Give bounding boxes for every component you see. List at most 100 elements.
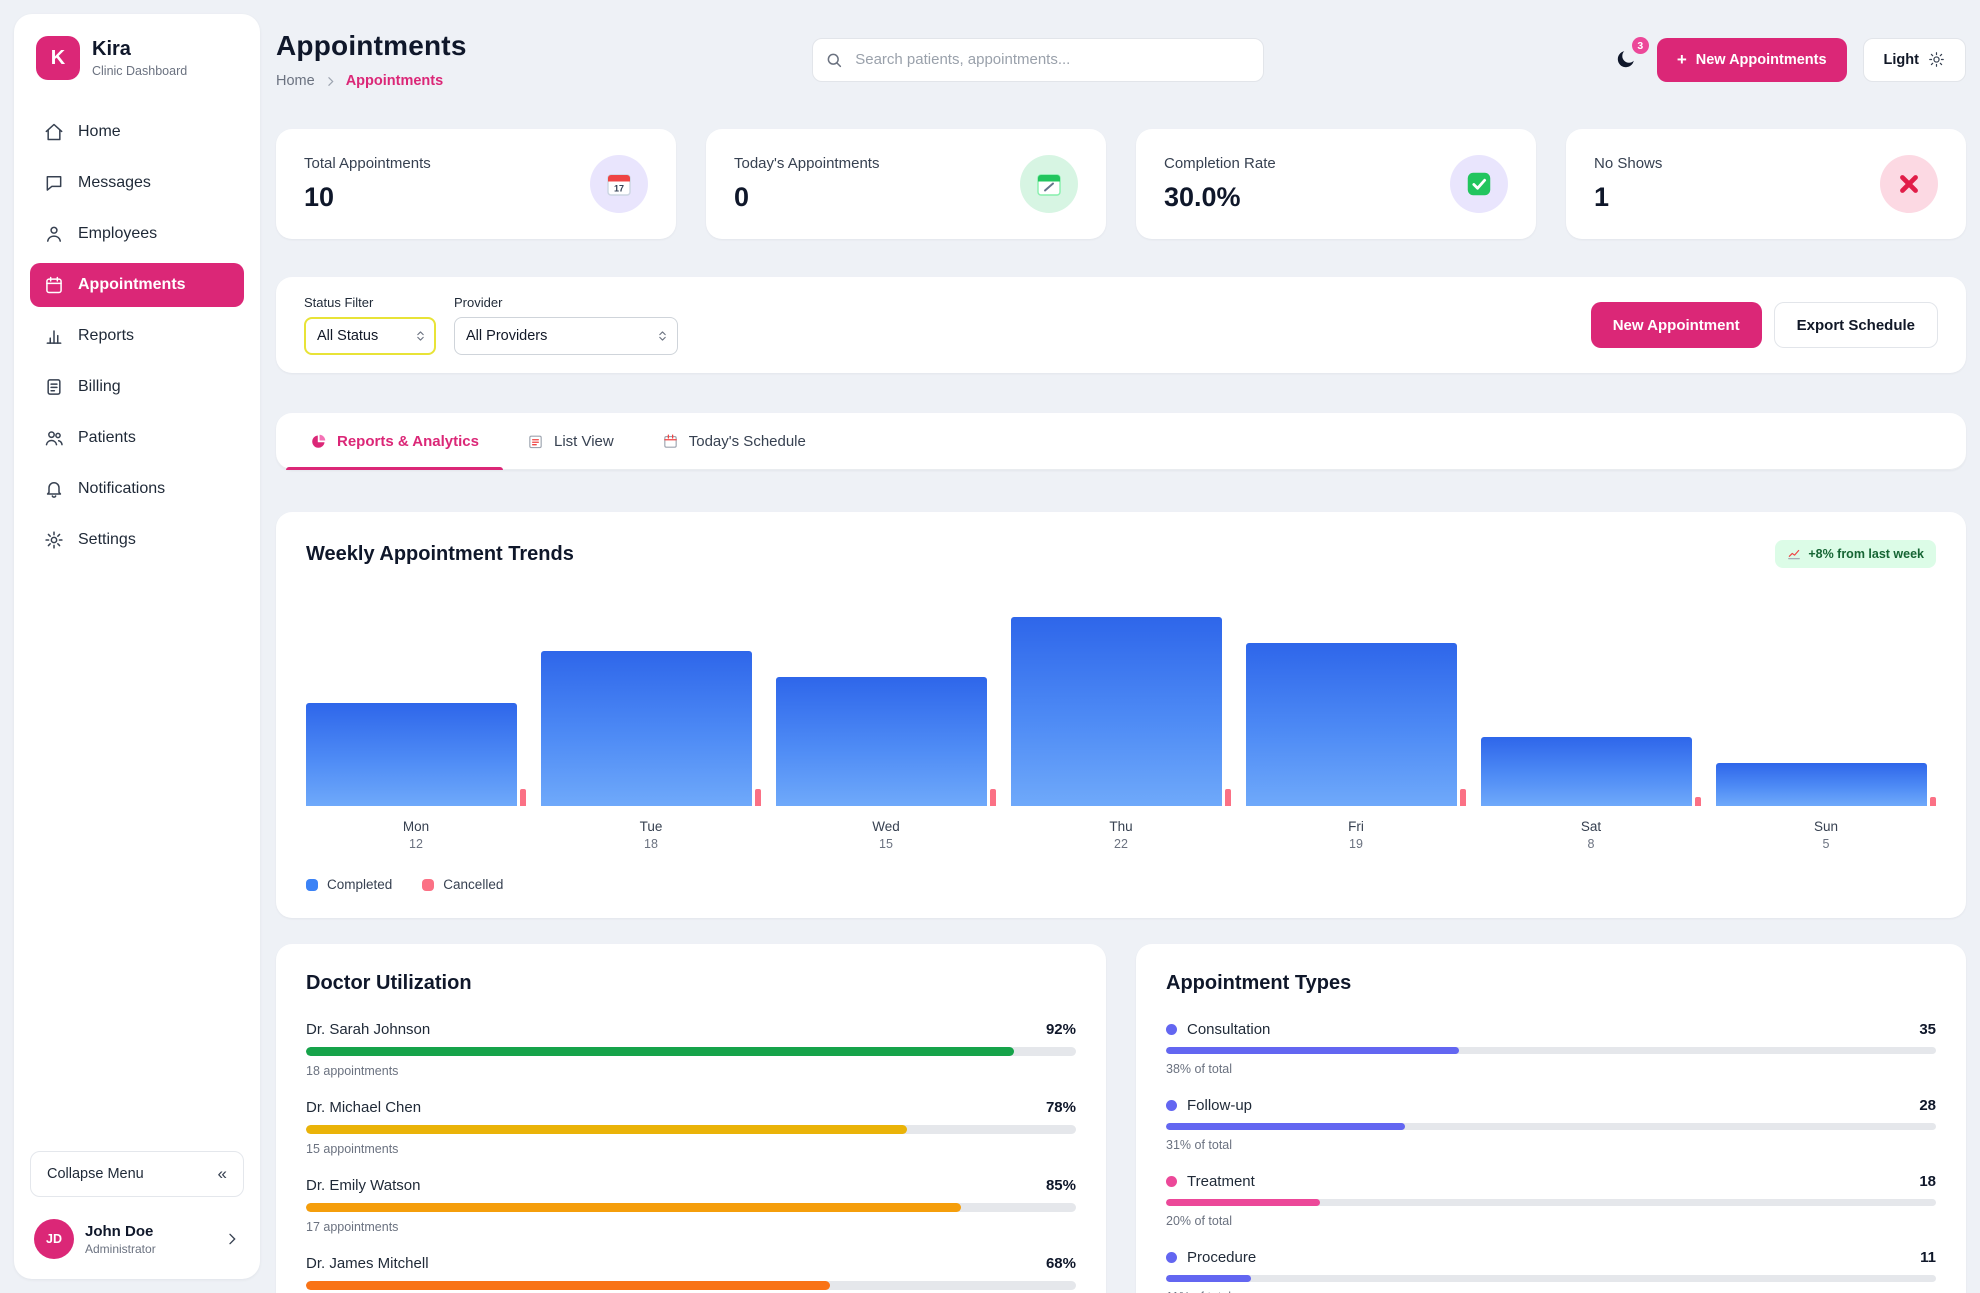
type-row: Treatment 18 20% of total [1166, 1173, 1936, 1228]
bar-completed [776, 677, 987, 806]
brand-subtitle: Clinic Dashboard [92, 64, 188, 78]
sidebar-item-label: Billing [78, 378, 121, 395]
provider-filter-select[interactable]: All Providers [454, 317, 678, 355]
tab-label: List View [553, 433, 614, 450]
stat-label: Total Appointments [304, 155, 431, 172]
tab-list-view[interactable]: List View [503, 413, 638, 470]
stat-card-total-appointments: Total Appointments 10 17 [276, 129, 676, 239]
progress-fill [1166, 1047, 1459, 1054]
chevron-right-icon [224, 1231, 240, 1247]
sidebar-item-employees[interactable]: Employees [30, 212, 244, 256]
user-role: Administrator [85, 1241, 156, 1256]
user-menu[interactable]: JD John Doe Administrator [30, 1219, 244, 1259]
sidebar-item-reports[interactable]: Reports [30, 314, 244, 358]
breadcrumb-current: Appointments [345, 73, 444, 89]
progress-fill [1166, 1199, 1320, 1206]
new-appointment-button[interactable]: New Appointment [1590, 302, 1762, 348]
stat-label: No Shows [1594, 155, 1663, 172]
chevron-right-icon [324, 75, 337, 88]
brand-name: Kira [92, 38, 131, 60]
sidebar-item-label: Home [78, 123, 121, 140]
bar-completed [306, 703, 517, 806]
calendar-page-icon [662, 433, 679, 450]
sidebar-item-messages[interactable]: Messages [30, 161, 244, 205]
pie-chart-icon [310, 433, 327, 450]
weekly-trends-card: Weekly Appointment Trends +8% from last … [276, 512, 1966, 918]
x-tick: Fri 19 [1348, 819, 1364, 851]
x-tick: Mon 12 [402, 819, 430, 851]
sidebar-item-home[interactable]: Home [30, 110, 244, 154]
progress-track [1166, 1123, 1936, 1130]
tab-reports-analytics[interactable]: Reports & Analytics [286, 413, 503, 470]
progress-track [1166, 1199, 1936, 1206]
bar-group-sat [1481, 614, 1701, 806]
new-appointments-button[interactable]: + New Appointments [1656, 37, 1847, 82]
chart-legend: Completed Cancelled [306, 877, 1936, 892]
stat-card-todays-appointments: Today's Appointments 0 [706, 129, 1106, 239]
bar-cancelled [520, 789, 526, 806]
tab-label: Today's Schedule [688, 433, 806, 450]
stat-value: 30.0% [1164, 182, 1241, 212]
bar-completed [1716, 763, 1927, 806]
bar-chart [306, 614, 1936, 806]
status-filter-select[interactable]: All Status [304, 317, 436, 355]
progress-fill [306, 1281, 830, 1290]
list-icon [527, 433, 544, 450]
bar-cancelled [1695, 797, 1701, 806]
bar-group-mon [306, 614, 526, 806]
status-filter-group: Status Filter All Status [304, 295, 436, 355]
stat-value: 10 [304, 182, 335, 212]
x-tick: Wed 15 [872, 819, 900, 851]
new-appointments-label: New Appointments [1695, 51, 1827, 68]
dark-mode-toggle[interactable]: 3 [1610, 37, 1649, 75]
doctor-row: Dr. Sarah Johnson 92% 18 appointments [306, 1021, 1076, 1078]
type-row: Follow-up 28 31% of total [1166, 1097, 1936, 1152]
type-dot [1166, 1252, 1177, 1263]
sidebar-item-billing[interactable]: Billing [30, 365, 244, 409]
breadcrumb-home[interactable]: Home [276, 73, 315, 89]
stat-card-no-shows: No Shows 1 [1566, 129, 1966, 239]
search-input[interactable] [812, 37, 1265, 82]
sidebar-item-settings[interactable]: Settings [30, 518, 244, 562]
bottom-panels: Doctor Utilization Dr. Sarah Johnson 92% … [276, 944, 1966, 1293]
page-header: Appointments Home Appointments 3 + [276, 30, 1966, 89]
bar-completed [1481, 737, 1692, 806]
sidebar-item-notifications[interactable]: Notifications [30, 467, 244, 511]
search-bar [812, 37, 1265, 82]
sidebar-bottom: Collapse Menu « JD John Doe Administrato… [30, 1151, 244, 1259]
gear-icon [44, 530, 64, 550]
filter-bar: Status Filter All Status Provider All Pr… [276, 277, 1966, 373]
bar-cancelled [990, 789, 996, 806]
x-axis: Mon 12 Tue 18 Wed 15 Thu 22 Fri 19 Sat 8 Sun 5 [306, 819, 1936, 851]
export-schedule-button[interactable]: Export Schedule [1773, 302, 1938, 348]
tab-todays-schedule[interactable]: Today's Schedule [638, 413, 830, 470]
sidebar-item-label: Reports [78, 327, 135, 344]
filter-actions: New Appointment Export Schedule [1590, 302, 1938, 348]
page-title: Appointments [276, 30, 467, 61]
progress-fill [1166, 1275, 1251, 1282]
sidebar-item-patients[interactable]: Patients [30, 416, 244, 460]
sidebar-item-label: Appointments [78, 276, 186, 293]
chat-icon [44, 173, 64, 193]
theme-toggle-button[interactable]: Light [1862, 37, 1966, 82]
search-icon [825, 51, 843, 69]
collapse-menu-button[interactable]: Collapse Menu « [30, 1151, 244, 1197]
user-name: John Doe [85, 1222, 154, 1240]
progress-fill [306, 1047, 1015, 1056]
sidebar-item-label: Employees [78, 225, 158, 242]
stat-label: Completion Rate [1164, 155, 1276, 172]
x-tick: Tue 18 [639, 819, 663, 851]
bar-cancelled [755, 789, 761, 806]
sidebar-nav: Home Messages Employees Appointments Rep… [30, 110, 244, 562]
doctor-utilization-card: Doctor Utilization Dr. Sarah Johnson 92% … [276, 944, 1106, 1293]
sidebar-item-label: Patients [78, 429, 136, 446]
type-dot [1166, 1176, 1177, 1187]
sidebar-item-appointments[interactable]: Appointments [30, 263, 244, 307]
bar-group-wed [776, 614, 996, 806]
chart-title: Weekly Appointment Trends [306, 542, 574, 565]
bar-group-tue [541, 614, 761, 806]
type-dot [1166, 1100, 1177, 1111]
sidebar-item-label: Messages [78, 174, 151, 191]
